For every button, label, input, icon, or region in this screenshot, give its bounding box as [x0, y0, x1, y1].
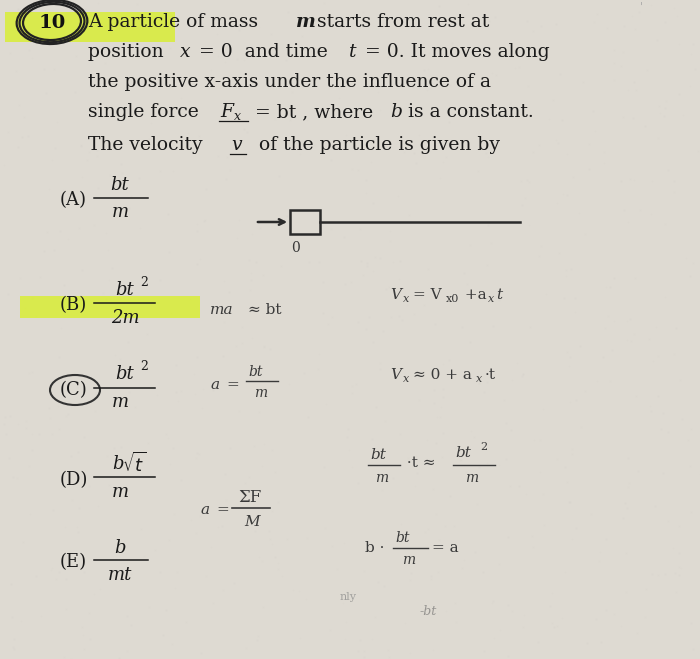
Text: ': ': [640, 2, 643, 12]
Text: ≈ 0 + a: ≈ 0 + a: [413, 368, 472, 382]
Text: F: F: [220, 103, 233, 121]
Text: = a: = a: [432, 541, 458, 555]
Text: (E): (E): [60, 553, 87, 571]
Text: ma: ma: [210, 303, 234, 317]
Text: x: x: [476, 374, 482, 384]
Text: x: x: [403, 294, 410, 304]
Text: t: t: [349, 43, 356, 61]
Text: nly: nly: [340, 592, 357, 602]
Text: bt: bt: [370, 448, 386, 462]
Text: position: position: [88, 43, 169, 61]
Text: b: b: [112, 455, 123, 473]
Text: t: t: [496, 288, 502, 302]
Text: m: m: [402, 553, 415, 567]
Text: = 0  and time: = 0 and time: [193, 43, 334, 61]
Text: v: v: [231, 136, 241, 154]
Text: of the particle is given by: of the particle is given by: [247, 136, 500, 154]
Text: 2: 2: [140, 360, 148, 374]
Text: =: =: [226, 378, 239, 392]
Polygon shape: [20, 296, 200, 318]
Text: the positive x-axis under the influence of a: the positive x-axis under the influence …: [88, 73, 491, 91]
Text: m: m: [111, 203, 129, 221]
Text: m: m: [465, 471, 478, 485]
Text: =: =: [216, 503, 229, 517]
Text: V: V: [390, 288, 401, 302]
Text: bt: bt: [115, 365, 134, 383]
Text: single force: single force: [88, 103, 204, 121]
Text: 2: 2: [480, 442, 487, 452]
Text: m: m: [296, 13, 316, 31]
Text: x: x: [488, 294, 494, 304]
Text: ΣF: ΣF: [238, 490, 261, 507]
Text: A particle of mass: A particle of mass: [88, 13, 264, 31]
Text: bt: bt: [111, 176, 130, 194]
Text: a: a: [200, 503, 209, 517]
Text: ·t ≈: ·t ≈: [402, 456, 435, 470]
Text: mt: mt: [108, 566, 132, 584]
Text: 0: 0: [290, 241, 300, 255]
Text: (D): (D): [60, 471, 88, 489]
Text: = V: = V: [413, 288, 442, 302]
Text: b ·: b ·: [365, 541, 384, 555]
Text: m: m: [254, 386, 267, 400]
Text: 2m: 2m: [111, 309, 139, 327]
Text: (A): (A): [60, 191, 87, 209]
Text: $\sqrt{t}$: $\sqrt{t}$: [122, 452, 146, 476]
Text: ·t: ·t: [485, 368, 496, 382]
Text: The velocity: The velocity: [88, 136, 209, 154]
Text: m: m: [375, 471, 388, 485]
Text: 2: 2: [140, 277, 148, 289]
Text: = 0. It moves along: = 0. It moves along: [359, 43, 550, 61]
Text: -bt: -bt: [420, 605, 438, 618]
Text: x: x: [180, 43, 190, 61]
Text: bt: bt: [395, 531, 409, 545]
Text: = bt , where: = bt , where: [249, 103, 379, 121]
Text: b: b: [390, 103, 402, 121]
Text: starts from rest at: starts from rest at: [311, 13, 489, 31]
Text: b: b: [114, 539, 126, 557]
Text: bt: bt: [115, 281, 134, 299]
Text: V: V: [390, 368, 401, 382]
Bar: [290, 210, 320, 234]
Text: x0: x0: [446, 294, 459, 304]
Text: +a: +a: [460, 288, 486, 302]
Polygon shape: [5, 12, 175, 42]
Text: (C): (C): [60, 381, 88, 399]
Text: a: a: [210, 378, 219, 392]
Text: (B): (B): [60, 296, 88, 314]
Text: x: x: [403, 374, 410, 384]
Text: M: M: [244, 515, 260, 529]
Text: m: m: [111, 483, 129, 501]
Text: x: x: [234, 111, 241, 123]
Text: is a constant.: is a constant.: [402, 103, 533, 121]
Text: ≈ bt: ≈ bt: [248, 303, 281, 317]
Text: bt: bt: [455, 446, 471, 460]
Text: m: m: [111, 393, 129, 411]
Text: bt: bt: [248, 365, 262, 379]
Text: 10: 10: [38, 14, 66, 32]
